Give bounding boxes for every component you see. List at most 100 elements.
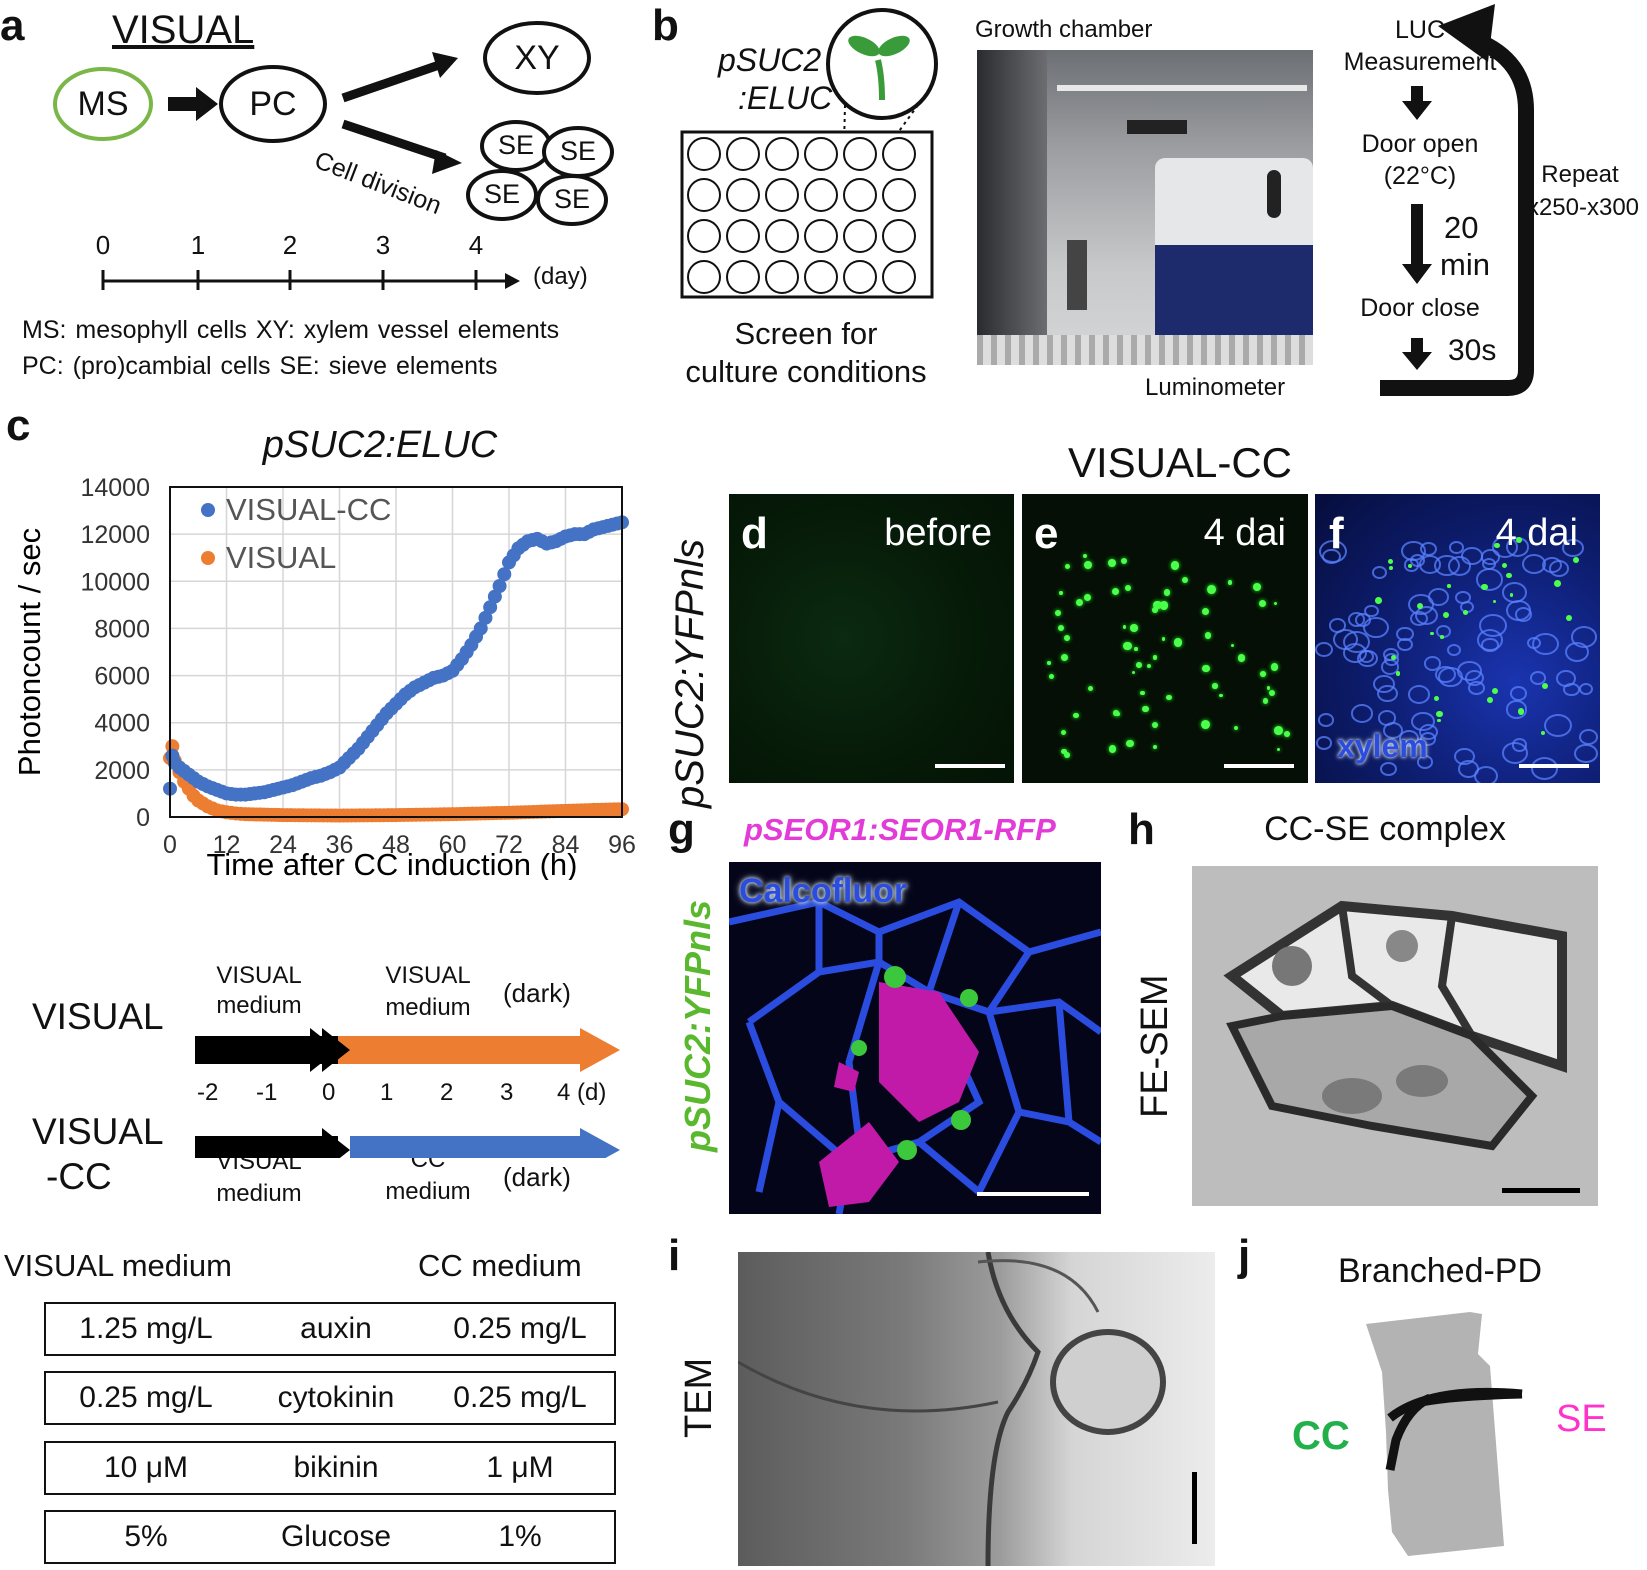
construct-line-1: pSUC2 [718, 42, 822, 78]
plate-well [687, 178, 721, 212]
chart-grid [169, 486, 623, 818]
ms-label: MS [77, 85, 129, 123]
panel-i-image [738, 1252, 1215, 1566]
plate-diagram [680, 8, 938, 299]
panel-label-e: e [1034, 509, 1059, 558]
data-point-interp [478, 610, 493, 625]
table-row: 1.25 mg/L auxin 0.25 mg/L [44, 1302, 616, 1356]
table-row: 0.25 mg/L cytokinin 0.25 mg/L [44, 1371, 616, 1425]
panel-i-side-label: TEM [678, 1357, 720, 1438]
schedule-tick: 2 [440, 1079, 454, 1106]
down-arrow-2 [1402, 204, 1432, 284]
panel-label-a: a [0, 1, 25, 50]
cycle-step2-line2: (22°C) [1383, 162, 1457, 190]
panel-e-image: e 4 dai [1022, 494, 1308, 783]
luminometer-label: Luminometer [1145, 374, 1286, 401]
y-tick-label: 12000 [80, 521, 150, 549]
table-left-header: VISUAL medium [4, 1248, 232, 1283]
plate-well [804, 137, 838, 171]
row1-medium-2: medium [385, 994, 471, 1021]
table-cell-cc: 1% [498, 1520, 542, 1553]
table-row: 5% Glucose 1% [44, 1510, 616, 1564]
pc-label: PC [249, 85, 297, 123]
cycle-wait1-line2: min [1440, 247, 1490, 282]
scale-bar-h [1502, 1188, 1580, 1193]
row2-medium-2: medium [385, 1178, 471, 1205]
panel-e-text: 4 dai [1203, 512, 1286, 554]
row1-pre-medium-1: VISUAL [216, 962, 302, 989]
yfp-nuclei [851, 966, 978, 1160]
panel-label-j: j [1238, 1231, 1251, 1280]
panel-f-image: f 4 dai xylem [1315, 494, 1600, 783]
row1-treatment-arrow [338, 1028, 620, 1072]
pc-to-xy-arrow [341, 52, 458, 103]
row2-treatment-arrow [350, 1128, 620, 1158]
plate-well [687, 137, 721, 171]
schedule-tick: -2 [197, 1079, 219, 1106]
table-cell-visual: 0.25 mg/L [79, 1381, 213, 1414]
schedule-tick: 0 [322, 1079, 336, 1106]
legend-label: VISUAL [226, 540, 336, 575]
scale-bar-i [1192, 1472, 1197, 1544]
scale-bar-d [935, 764, 1005, 768]
legend-marker [201, 551, 215, 565]
schedule-tick: 1 [380, 1079, 394, 1106]
repeat-loop-arrow [1380, 32, 1534, 396]
timeline-tick-4: 4 [468, 230, 484, 260]
panel-h-title: CC-SE complex [1264, 810, 1506, 848]
cycle-step3: Door close [1360, 294, 1480, 322]
xylem-overlay: xylem [1337, 728, 1428, 764]
cycle-step1-line1: LUC [1394, 16, 1445, 44]
xy-cell [483, 21, 591, 95]
table-cell-visual: 1.25 mg/L [79, 1312, 213, 1345]
plate-well [687, 219, 721, 253]
panel-label-i: i [668, 1231, 681, 1280]
panel-a-diagram [53, 21, 614, 290]
table-right-header: CC medium [418, 1248, 582, 1283]
rfp-signal [819, 982, 979, 1207]
x-tick-label: 24 [269, 831, 297, 859]
plate-well [843, 137, 877, 171]
plate-well [882, 178, 916, 212]
x-tick-label: 36 [326, 831, 354, 859]
schedule-arrows [195, 1028, 620, 1158]
se-label-1: SE [497, 130, 535, 160]
panel-h-side-label: FE-SEM [1134, 974, 1176, 1118]
panel-g-top-label: pSEOR1:SEOR1-RFP [744, 812, 1056, 847]
ms-cell [53, 67, 153, 141]
cycle-step1-line2: Measurement [1343, 48, 1497, 76]
construct-line-2: :ELUC [738, 80, 833, 116]
cycle-wait2: 30s [1448, 334, 1497, 367]
plate-caption-2: culture conditions [685, 354, 927, 389]
schedule-tick: 4 (d) [557, 1079, 607, 1106]
y-tick-label: 10000 [80, 568, 150, 596]
timeline-tick-1: 1 [190, 230, 206, 260]
down-arrow-3 [1402, 338, 1432, 370]
panel-j-title: Branched-PD [1337, 1252, 1543, 1290]
def-title: VISUAL-CC [1067, 439, 1293, 486]
plate-well [804, 260, 838, 294]
x-tick-label: 72 [495, 831, 523, 859]
table-cell-name: bikinin [293, 1451, 379, 1484]
plate-well [765, 260, 799, 294]
plate-well [726, 219, 760, 253]
panel-label-h: h [1128, 805, 1155, 854]
x-tick-label: 96 [608, 831, 636, 859]
table-cell-visual: 5% [124, 1520, 168, 1553]
se-label-4: SE [553, 184, 591, 214]
se-label-2: SE [559, 136, 597, 166]
schedule-row2-label-1: VISUAL [32, 1111, 164, 1152]
pc-to-se-arrow [341, 119, 462, 174]
cc-label: CC [1292, 1414, 1350, 1458]
row2-pre-arrow [195, 1128, 350, 1158]
plate-well [687, 260, 721, 294]
plate-well [765, 137, 799, 171]
plate-well [843, 260, 877, 294]
data-point [492, 579, 507, 593]
cycle-wait1-line1: 20 [1444, 210, 1479, 245]
pd-branch-lower [1385, 1389, 1523, 1471]
table-cell-cc: 0.25 mg/L [453, 1381, 587, 1414]
se-label-3: SE [483, 179, 521, 209]
chart-y-ticks: 0 2000 4000 6000 8000 10000 12000 14000 [80, 474, 150, 832]
cycle-repeat-line2: x250-x300 [1526, 194, 1640, 221]
